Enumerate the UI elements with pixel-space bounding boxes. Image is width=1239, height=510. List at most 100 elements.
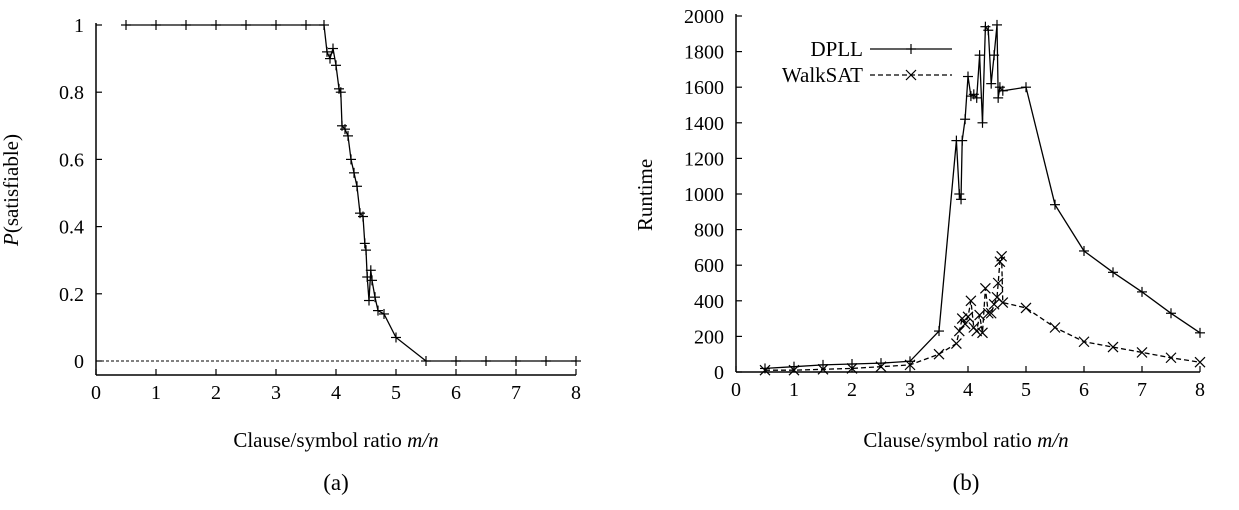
chart-a-data-point [343, 130, 353, 141]
chart-b-data-point [1108, 267, 1118, 278]
chart-b-data-point [1021, 82, 1031, 93]
chart-b-data-point [960, 114, 971, 125]
legend-swatch-marker-walksat [905, 69, 917, 81]
chart-b-data-point [1166, 308, 1176, 319]
chart-a-data-point [361, 245, 371, 256]
chart-a-x-tick-label: 2 [211, 382, 221, 404]
chart-a-x-axis-label: Clause/symbol ratio m/n [233, 428, 438, 452]
chart-a-y-tick-label: 0 [74, 351, 84, 373]
chart-b-data-point [1107, 341, 1119, 353]
chart-a-data-point [349, 167, 359, 178]
chart-a-data-point [451, 356, 461, 366]
chart-b-data-point [954, 189, 965, 199]
chart-a-data-point [181, 20, 191, 30]
chart-a-data-point [241, 20, 251, 30]
chart-b-data-point [846, 363, 858, 374]
chart-a-data-point [340, 124, 350, 135]
chart-b-data-point [950, 338, 962, 349]
chart-b-x-label-prefix: Clause/symbol ratio [863, 428, 1037, 452]
chart-a-data-point [571, 356, 581, 366]
chart-b-y-tick-label: 400 [694, 291, 724, 313]
chart-b-data-point [992, 277, 1004, 289]
chart-b-data-point [1020, 302, 1032, 314]
chart-b-x-tick-label: 7 [1137, 379, 1147, 401]
chart-a-y-tick-label: 0.2 [59, 284, 84, 306]
legend-label-walksat: WalkSAT [782, 63, 863, 87]
chart-b-data-point [1137, 286, 1147, 297]
chart-a-data-point [365, 265, 376, 276]
chart-b-data-point [977, 327, 988, 339]
chart-b-data-point [847, 358, 857, 369]
chart-b-data-point [934, 326, 944, 337]
chart-b-data-point [1079, 245, 1089, 256]
chart-b-data-point [1049, 322, 1061, 333]
chart-a-data-point [151, 20, 161, 30]
chart-b-data-point [997, 297, 1009, 309]
legend-label-dpll: DPLL [811, 37, 864, 61]
chart-a-data-point [301, 20, 311, 30]
chart-a-y-tick-label: 0.6 [59, 149, 84, 171]
chart-a-data-point [325, 53, 335, 64]
chart-b-y-tick-label: 1000 [684, 184, 724, 206]
chart-b-x-label-var: m/n [1037, 428, 1069, 452]
chart-a-x-tick-label: 1 [151, 382, 161, 404]
chart-b-data-point [904, 359, 916, 371]
chart-b-data-point [979, 282, 991, 294]
chart-b-y-tick-label: 200 [694, 326, 724, 348]
chart-b-y-tick-label: 1400 [684, 113, 724, 135]
chart-b-legend: DPLL WalkSAT [782, 37, 952, 87]
chart-b-x-tick-label: 1 [789, 379, 799, 401]
chart-a-data-point [271, 20, 281, 30]
chart-b-data-point [760, 363, 770, 374]
chart-a-data-point [367, 275, 377, 286]
chart-b-data-point [986, 78, 997, 89]
chart-a-data-point [379, 308, 389, 319]
chart-a-x-label-prefix: Clause/symbol ratio [233, 428, 407, 452]
chart-a-data-point [541, 356, 551, 366]
chart-b-data-point [996, 250, 1008, 262]
chart-a-data-point [370, 292, 380, 303]
chart-a-data-point [352, 181, 362, 192]
chart-a-data-point [121, 20, 131, 30]
chart-b-data-point [1136, 346, 1148, 358]
chart-b-data-point [788, 364, 800, 376]
chart-a-x-label-var: m/n [407, 428, 439, 452]
chart-a-x-tick-label: 5 [391, 382, 401, 404]
chart-b-x-tick-label: 6 [1079, 379, 1089, 401]
chart-b-series-walksat-line [765, 256, 1201, 371]
chart-b-data-point [956, 313, 968, 325]
chart-b-x-axis-label: Clause/symbol ratio m/n [863, 428, 1068, 452]
chart-b-data-point [956, 194, 967, 205]
chart-a-data-point [328, 43, 338, 54]
chart-b-data-point [818, 359, 828, 370]
chart-b-data-point [974, 309, 986, 321]
chart-b-data-point [959, 318, 971, 330]
chart-a-caption: (a) [323, 470, 349, 495]
chart-a-data-point [331, 60, 341, 71]
chart-b-data-point [992, 19, 1002, 30]
chart-a-data-point [322, 46, 332, 57]
chart-a-data-point [511, 356, 521, 366]
chart-b-y-tick-label: 2000 [684, 6, 724, 28]
chart-a-data-point [421, 356, 431, 366]
chart-a-x-tick-label: 3 [271, 382, 281, 404]
chart-b-data-point [875, 361, 887, 373]
chart-b: 0 1 2 3 4 5 6 7 8 0 200 400 600 800 1000 1200 1400 1600 18… [633, 6, 1206, 495]
chart-b-x-tick-label: 0 [731, 379, 741, 401]
chart-a-y-tick-label: 0.8 [59, 82, 84, 104]
chart-b-data-point [933, 348, 945, 360]
chart-b-x-tick-label: 8 [1195, 379, 1205, 401]
chart-b-y-axis-label: Runtime [633, 159, 657, 231]
chart-a-x-tick-label: 8 [571, 382, 581, 404]
chart-a-y-label-rest: (satisfiable) [0, 134, 23, 233]
chart-a-data-point [335, 87, 346, 98]
chart-a-x-tick-label: 4 [331, 382, 341, 404]
legend-swatch-marker-dpll [906, 44, 916, 54]
chart-b-data-point [983, 25, 994, 36]
chart-a-data-point [359, 238, 370, 249]
chart-b-data-point [962, 311, 974, 323]
chart-b-caption: (b) [953, 470, 980, 495]
chart-b-data-point [759, 364, 771, 376]
chart-b-y-tick-label: 1200 [684, 148, 724, 170]
